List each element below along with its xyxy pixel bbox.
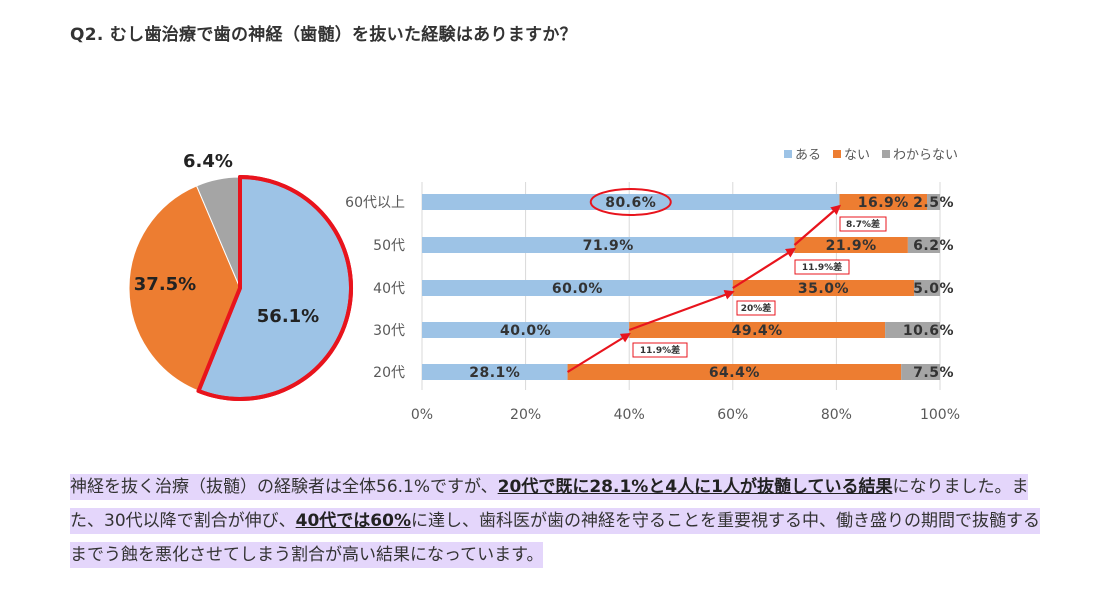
legend-label-wakaranai: わからない (893, 148, 958, 163)
pie-label: 6.4% (183, 151, 233, 172)
category-label: 50代 (373, 238, 405, 254)
bar-segment-nai (567, 364, 902, 380)
difference-annotation-box (839, 216, 887, 232)
bar-segment-nai (839, 194, 928, 210)
x-tick-label: 100% (920, 407, 960, 423)
summary-emphasis-20s: 20代で既に28.1%と4人に1人が抜髄している結果 (497, 477, 893, 497)
bar-segment-aru (422, 194, 840, 210)
legend-swatch-nai (833, 150, 841, 158)
data-label-nai: 16.9% (858, 195, 909, 211)
difference-annotation-text: 11.9%差 (640, 344, 680, 356)
x-tick-label: 80% (821, 407, 852, 423)
data-label-wakaranai: 7.5% (913, 365, 954, 381)
difference-annotation-text: 8.7%差 (846, 218, 880, 230)
summary-paragraph: 神経を抜く治療（抜髄）の経験者は全体56.1%ですが、20代で既に28.1%と4… (70, 470, 1045, 572)
legend-label-nai: ない (844, 148, 870, 163)
category-label: 20代 (373, 365, 405, 381)
bar-segment-aru (422, 237, 795, 253)
bar-segment-nai (629, 322, 886, 338)
bar-segment-nai (794, 237, 908, 253)
data-label-wakaranai: 2.5% (913, 195, 954, 211)
x-tick-label: 60% (717, 407, 748, 423)
bar-segment-wakaranai (914, 280, 940, 296)
difference-annotation-box (736, 300, 776, 316)
data-label-aru: 60.0% (552, 281, 603, 297)
difference-annotation-box (794, 259, 850, 275)
bar-segment-wakaranai (927, 194, 940, 210)
stacked-bar-chart: 0% 20% 40% 60% 80% 100% 60代以上 50代 40代 30代 20代 80.6%… (345, 148, 960, 423)
category-label: 60代以上 (345, 195, 405, 211)
x-tick-label: 20% (510, 407, 541, 423)
difference-annotation-text: 20%差 (741, 302, 772, 314)
data-label-aru: 80.6% (605, 195, 656, 211)
survey-charts: 56.1% 37.5% 6.4% 0% 20% 40% 60% 80% 100% 60代以上 50… (128, 148, 960, 423)
trend-arrow (732, 247, 797, 289)
bar-segment-aru (422, 322, 630, 338)
category-label: 40代 (373, 281, 405, 297)
trend-arrow (628, 290, 735, 332)
pie-highlight-outline (196, 175, 353, 401)
pie-label: 56.1% (257, 306, 319, 327)
highlight-circle (589, 188, 672, 216)
summary-segment-2: になりました。また、30代以降で割合が伸び、 (70, 477, 1029, 531)
bar-segment-wakaranai (907, 237, 940, 253)
trend-arrow (793, 204, 842, 246)
x-tick-label: 0% (411, 407, 433, 423)
trend-arrow (566, 332, 631, 373)
bar-segment-aru (422, 364, 568, 380)
bar-segment-wakaranai (901, 364, 940, 380)
data-label-nai: 21.9% (826, 238, 877, 254)
data-label-wakaranai: 6.2% (913, 238, 954, 254)
summary-segment-1: 神経を抜く治療（抜髄）の経験者は全体56.1%ですが、 (70, 477, 498, 497)
bar-segment-nai (732, 280, 915, 296)
data-label-nai: 35.0% (798, 281, 849, 297)
legend-swatch-wakaranai (882, 150, 890, 158)
data-label-nai: 64.4% (709, 365, 760, 381)
summary-emphasis-40s: 40代では60% (295, 511, 411, 531)
data-label-aru: 40.0% (500, 323, 551, 339)
pie-label: 37.5% (134, 274, 196, 295)
legend-swatch-aru (784, 150, 792, 158)
data-label-aru: 71.9% (583, 238, 634, 254)
question-title: Q2. むし歯治療で歯の神経（歯髄）を抜いた経験はありますか？ (70, 25, 577, 45)
data-label-wakaranai: 5.0% (913, 281, 954, 297)
pie-slice-nai (128, 185, 241, 392)
data-label-nai: 49.4% (732, 323, 783, 339)
bar-segment-aru (422, 280, 733, 296)
category-label: 30代 (373, 323, 405, 339)
data-label-aru: 28.1% (469, 365, 520, 381)
bar-segment-wakaranai (885, 322, 940, 338)
pie-chart: 56.1% 37.5% 6.4% (128, 151, 353, 401)
x-tick-label: 40% (614, 407, 645, 423)
difference-annotation-text: 11.9%差 (802, 261, 842, 273)
summary-segment-3: に達し、歯科医が歯の神経を守ることを重要視する中、働き盛りの期間で抜髄するまでう… (70, 511, 1040, 565)
difference-annotation-box (632, 342, 688, 358)
legend-label-aru: ある (795, 148, 821, 163)
data-label-wakaranai: 10.6% (903, 323, 954, 339)
